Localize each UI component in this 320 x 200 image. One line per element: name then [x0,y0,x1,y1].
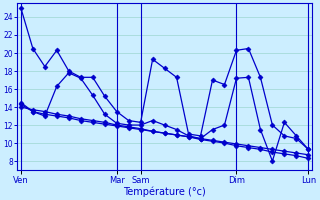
X-axis label: Température (°c): Température (°c) [123,186,206,197]
